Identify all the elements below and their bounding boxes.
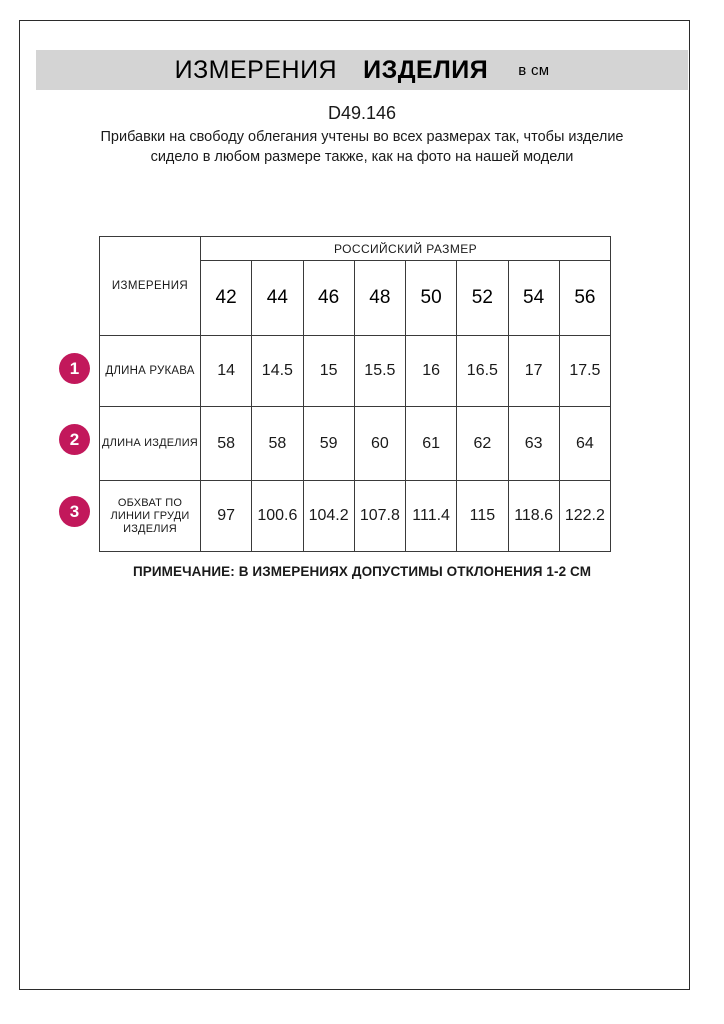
note-text: ПРИМЕЧАНИЕ: В ИЗМЕРЕНИЯХ ДОПУСТИМЫ ОТКЛО… bbox=[132, 564, 592, 579]
row-label-product-length: ДЛИНА ИЗДЕЛИЯ bbox=[99, 406, 201, 481]
size-header-54: 54 bbox=[507, 260, 560, 336]
size-header-52: 52 bbox=[456, 260, 509, 336]
measurement-badge-1: 1 bbox=[59, 353, 90, 384]
cell-r2-c5: 115 bbox=[456, 480, 509, 552]
size-table: ИЗМЕРЕНИЯ РОССИЙСКИЙ РАЗМЕР 42 44 46 48 … bbox=[99, 236, 612, 552]
cell-r1-c1: 58 bbox=[251, 406, 304, 481]
article-code: D49.146 bbox=[327, 103, 397, 123]
cell-r1-c3: 60 bbox=[353, 406, 407, 481]
measurement-badge-2: 2 bbox=[59, 424, 90, 455]
group-header-russian-size: РОССИЙСКИЙ РАЗМЕР bbox=[199, 236, 612, 261]
size-header-50: 50 bbox=[404, 260, 458, 336]
size-header-56: 56 bbox=[558, 260, 612, 336]
cell-r0-c5: 16.5 bbox=[456, 335, 509, 407]
cell-r2-c4: 111.4 bbox=[404, 480, 458, 552]
size-header-48: 48 bbox=[353, 260, 407, 336]
cell-r2-c0: 97 bbox=[199, 480, 253, 552]
cell-r1-c4: 61 bbox=[404, 406, 458, 481]
cell-r1-c5: 62 bbox=[456, 406, 509, 481]
table-size-header-row: 42 44 46 48 50 52 54 56 bbox=[100, 260, 612, 336]
cell-r1-c2: 59 bbox=[302, 406, 355, 481]
size-header-44: 44 bbox=[251, 260, 304, 336]
title-product: ИЗДЕЛИЯ bbox=[363, 55, 489, 84]
cell-r0-c4: 16 bbox=[404, 335, 458, 407]
title-unit: в см bbox=[518, 61, 550, 79]
cell-r0-c1: 14.5 bbox=[251, 335, 304, 407]
size-header-46: 46 bbox=[302, 260, 355, 336]
cell-r1-c6: 63 bbox=[507, 406, 560, 481]
cell-r1-c0: 58 bbox=[199, 406, 253, 481]
cell-r2-c3: 107.8 bbox=[353, 480, 407, 552]
cell-r0-c7: 17.5 bbox=[558, 335, 612, 407]
cell-r0-c3: 15.5 bbox=[353, 335, 407, 407]
cell-r0-c2: 15 bbox=[302, 335, 355, 407]
table-row: ДЛИНА РУКАВА 14 14.5 15 15.5 16 16.5 17 … bbox=[99, 335, 612, 407]
title-measurements: ИЗМЕРЕНИЯ bbox=[174, 55, 338, 84]
cell-r0-c0: 14 bbox=[199, 335, 253, 407]
cell-r2-c1: 100.6 bbox=[251, 480, 304, 552]
cell-r1-c7: 64 bbox=[558, 406, 612, 481]
title-band: ИЗМЕРЕНИЯ ИЗДЕЛИЯ в см bbox=[36, 50, 688, 90]
cell-r2-c7: 122.2 bbox=[558, 480, 612, 552]
table-row: ДЛИНА ИЗДЕЛИЯ 58 58 59 60 61 62 63 64 bbox=[99, 406, 612, 481]
table-group-header-row: ИЗМЕРЕНИЯ РОССИЙСКИЙ РАЗМЕР bbox=[99, 236, 612, 336]
description-text: Прибавки на свободу облегания учтены во … bbox=[100, 129, 624, 165]
row-label-sleeve-length: ДЛИНА РУКАВА bbox=[99, 335, 201, 407]
size-header-42: 42 bbox=[199, 260, 253, 336]
cell-r2-c6: 118.6 bbox=[507, 480, 560, 552]
size-table-wrapper: ИЗМЕРЕНИЯ РОССИЙСКИЙ РАЗМЕР 42 44 46 48 … bbox=[99, 236, 612, 552]
cell-r2-c2: 104.2 bbox=[302, 480, 355, 552]
measurement-badge-3: 3 bbox=[59, 496, 90, 527]
row-label-chest-girth: ОБХВАТ ПО ЛИНИИ ГРУДИ ИЗДЕЛИЯ bbox=[99, 480, 201, 552]
corner-label: ИЗМЕРЕНИЯ bbox=[99, 236, 201, 336]
table-row: ОБХВАТ ПО ЛИНИИ ГРУДИ ИЗДЕЛИЯ 97 100.6 1… bbox=[99, 480, 612, 552]
cell-r0-c6: 17 bbox=[507, 335, 560, 407]
